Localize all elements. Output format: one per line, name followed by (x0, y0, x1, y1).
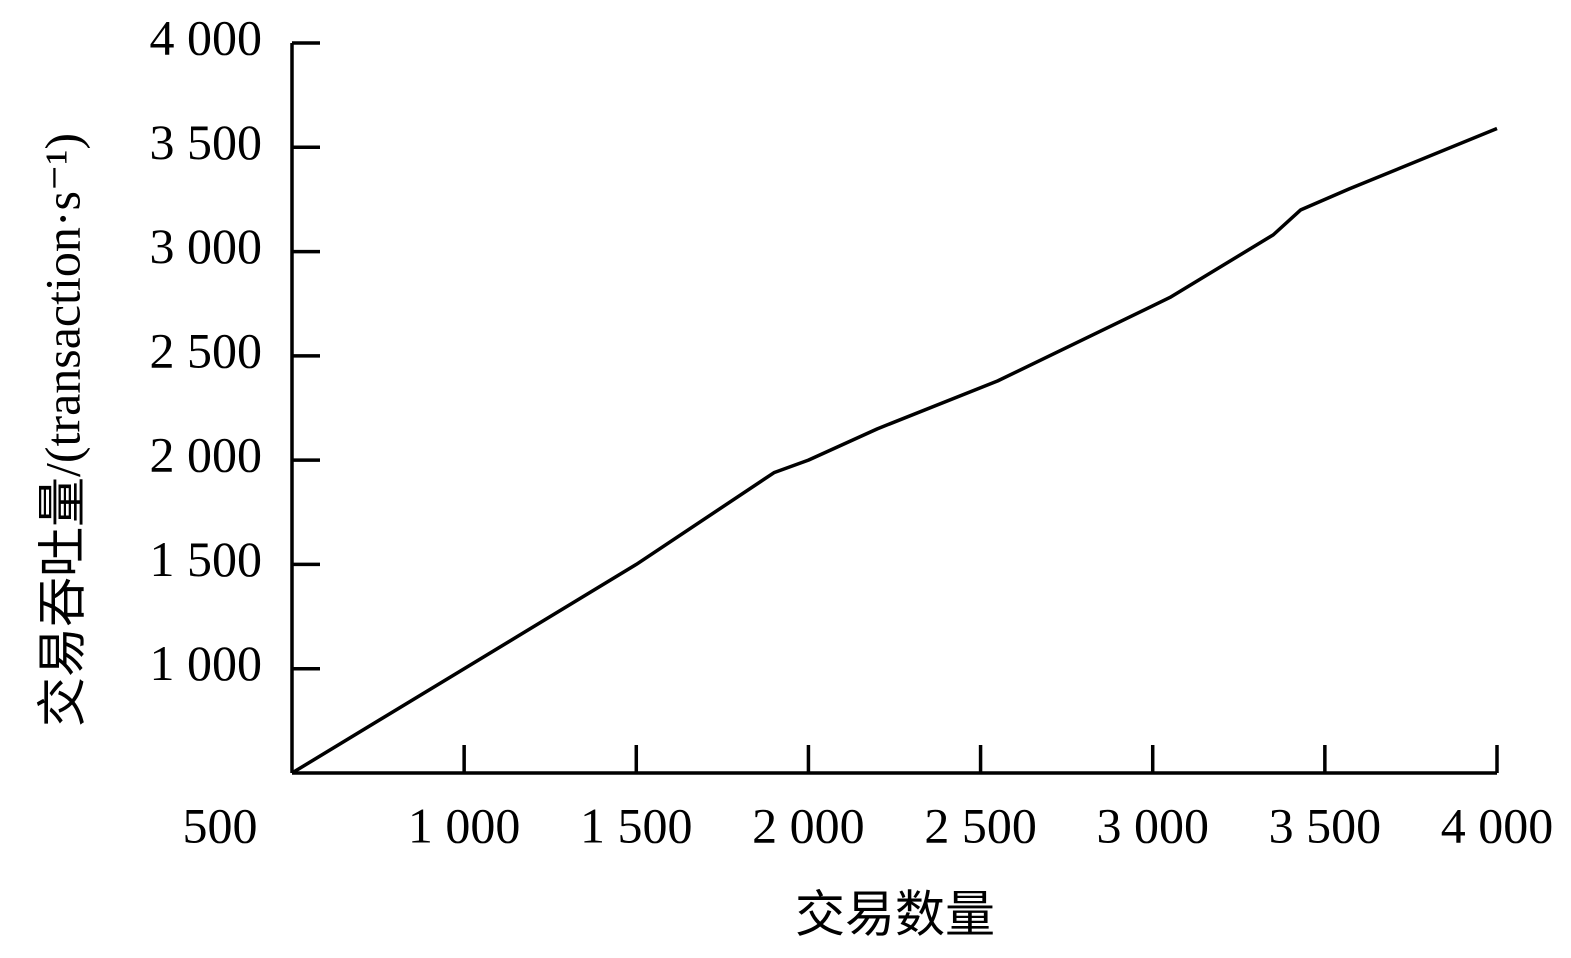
x-tick-label: 3 000 (1096, 797, 1209, 853)
y-tick-label: 2 000 (150, 427, 263, 483)
x-tick-label: 2 000 (752, 797, 865, 853)
y-axis-title: 交易吞吐量/(transaction·s⁻¹) (34, 133, 90, 727)
y-tick-label: 4 000 (150, 9, 263, 65)
y-tick-label: 2 500 (150, 322, 263, 378)
y-tick-label: 3 000 (150, 218, 263, 274)
x-tick-label: 1 000 (408, 797, 521, 853)
x-tick-label: 3 500 (1269, 797, 1382, 853)
x-tick-label: 1 500 (580, 797, 693, 853)
y-tick-label: 1 000 (150, 635, 263, 691)
x-tick-label: 2 500 (924, 797, 1037, 853)
y-tick-label: 3 500 (150, 114, 263, 170)
x-tick-label: 4 000 (1441, 797, 1554, 853)
data-line (291, 126, 1498, 775)
x-axis-title: 交易数量 (795, 886, 995, 942)
x-tick-label: 500 (183, 797, 258, 853)
y-tick-label: 1 500 (150, 531, 263, 587)
